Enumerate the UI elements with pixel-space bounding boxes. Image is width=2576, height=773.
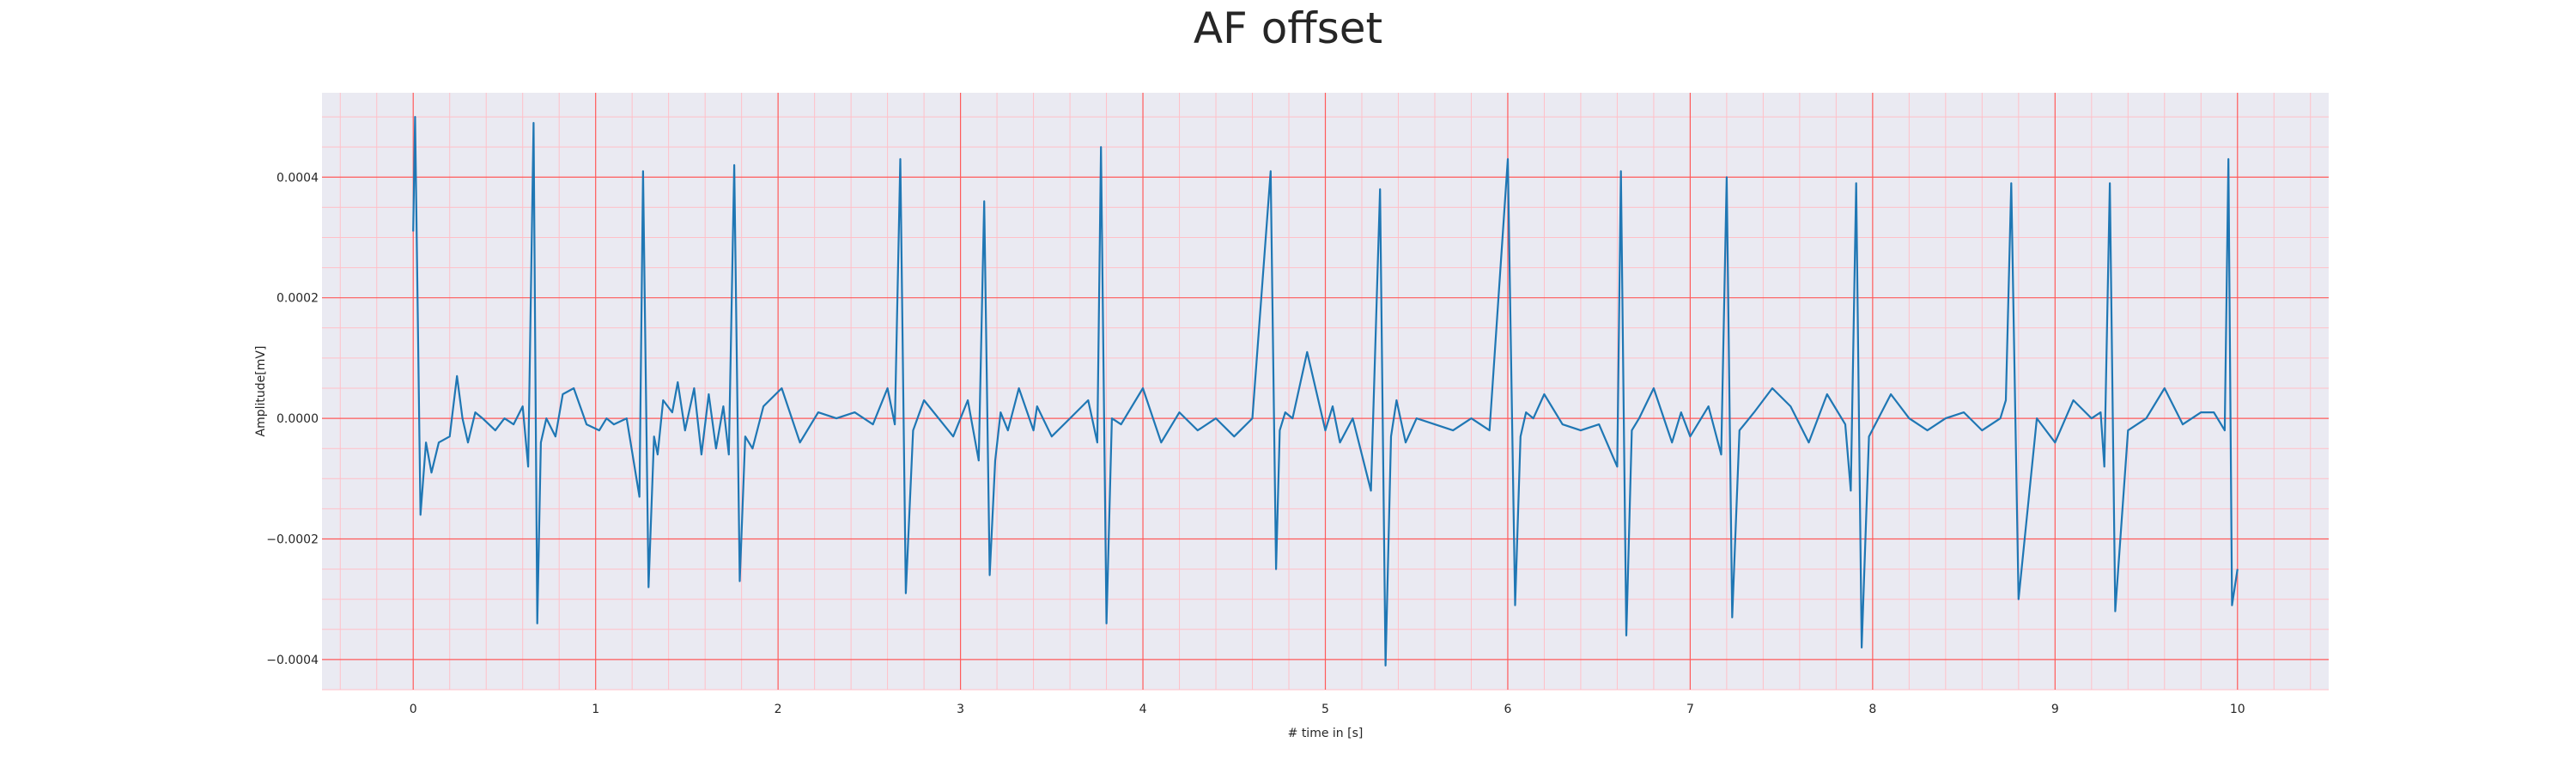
x-tick-label: 0 (410, 703, 417, 716)
y-tick-labels: −0.0004 −0.0002 0.0000 0.0002 0.0004 (266, 171, 319, 667)
chart-title: AF offset (1193, 3, 1383, 53)
x-tick-labels: 0 1 2 3 4 5 6 7 8 9 10 (410, 703, 2245, 716)
y-axis-label: Amplitude[mV] (254, 346, 268, 437)
major-grid (322, 93, 2329, 690)
series-layer (412, 116, 2239, 667)
x-tick-label: 2 (775, 703, 782, 716)
x-tick-label: 3 (957, 703, 964, 716)
x-tick-label: 4 (1139, 703, 1147, 716)
y-tick-label: 0.0000 (276, 412, 319, 426)
x-tick-label: 10 (2230, 703, 2245, 716)
x-tick-label: 6 (1504, 703, 1511, 716)
x-tick-label: 5 (1321, 703, 1329, 716)
x-tick-label: 9 (2051, 703, 2059, 716)
y-tick-label: −0.0002 (266, 533, 319, 546)
x-axis-label: # time in [s] (1288, 727, 1364, 740)
y-tick-label: −0.0004 (266, 654, 319, 667)
y-tick-label: 0.0002 (276, 292, 319, 306)
series-line (412, 116, 2239, 667)
x-tick-label: 1 (592, 703, 599, 716)
x-tick-label: 7 (1686, 703, 1694, 716)
x-tick-label: 8 (1868, 703, 1876, 716)
y-tick-label: 0.0004 (276, 171, 319, 185)
